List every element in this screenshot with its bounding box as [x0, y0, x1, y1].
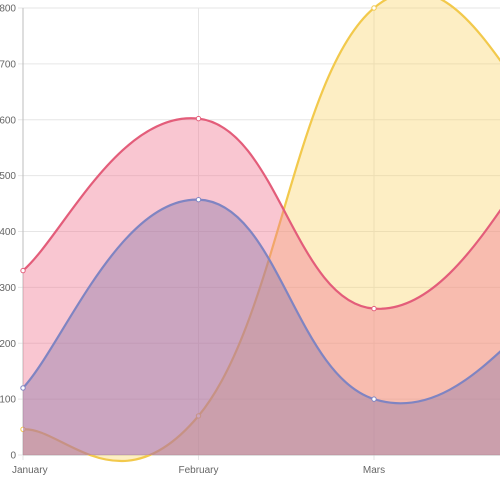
data-point [20, 385, 26, 391]
data-point [195, 196, 202, 203]
y-tick-label: 600 [0, 115, 16, 126]
y-tick-label: 100 [0, 395, 16, 406]
series-area [23, 0, 500, 462]
y-tick-label: 500 [0, 171, 16, 182]
data-point [371, 396, 377, 402]
data-point [195, 115, 202, 122]
x-tick-label: February [178, 465, 218, 476]
series-line [22, 0, 500, 463]
y-tick-label: 800 [0, 4, 16, 15]
series-group [20, 0, 500, 463]
series-area [23, 199, 500, 455]
y-tick-label: 400 [0, 227, 16, 238]
y-tick-label: 200 [0, 339, 16, 350]
y-tick-label: 300 [0, 283, 16, 294]
data-point [371, 305, 377, 312]
series-3 [20, 196, 500, 455]
data-point [195, 413, 202, 419]
series-area [23, 118, 500, 455]
data-point [20, 426, 26, 432]
x-tick-label: January [12, 465, 48, 476]
y-tick-label: 0 [10, 451, 16, 462]
data-point [371, 5, 377, 11]
series-line [22, 198, 500, 405]
y-tick-label: 700 [0, 59, 16, 70]
series-line [22, 117, 500, 310]
series-1 [20, 0, 500, 463]
data-point [20, 267, 26, 274]
x-tick-label: Mars [363, 465, 385, 476]
series-2 [20, 115, 500, 455]
